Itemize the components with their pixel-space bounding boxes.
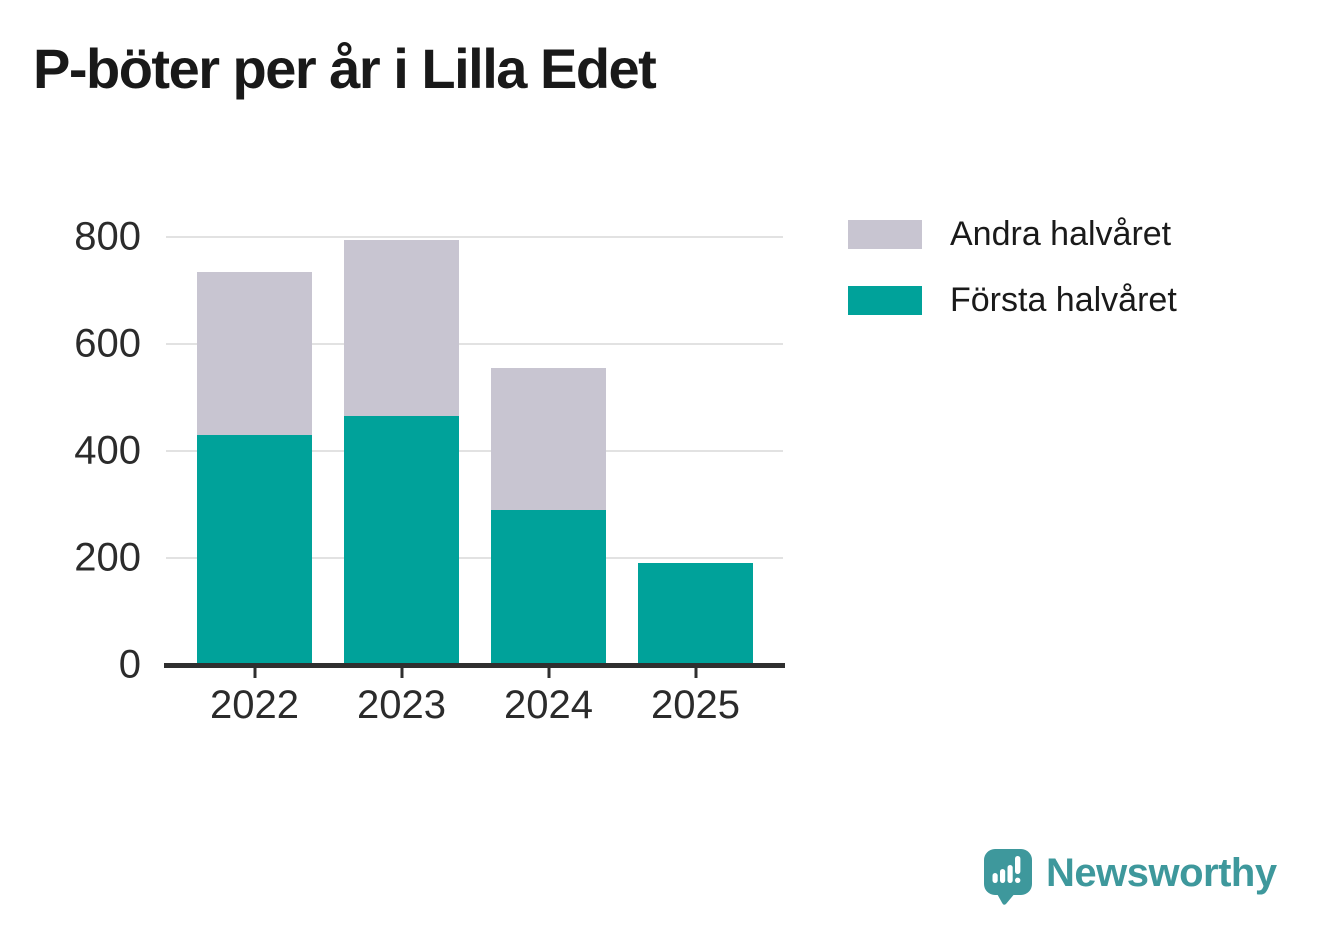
y-tick-label-0: 0 bbox=[118, 642, 141, 687]
bar-2022-f-rsta-halv-ret bbox=[197, 434, 312, 665]
x-tick-2024 bbox=[547, 668, 550, 678]
newsworthy-bubble-chart-icon bbox=[984, 849, 1032, 905]
legend-label: Andra halvåret bbox=[950, 215, 1172, 253]
bar-2025-f-rsta-halv-ret bbox=[638, 563, 753, 665]
y-tick-label-400: 400 bbox=[74, 428, 141, 473]
y-gridline-800 bbox=[166, 236, 783, 238]
y-gridline-200 bbox=[166, 557, 783, 559]
y-tick-label-600: 600 bbox=[74, 321, 141, 366]
bar-2022-andra-halv-ret bbox=[197, 271, 312, 435]
plot-area: 0 200 400 600 800 2022 2023 2024 2025 bbox=[74, 215, 785, 727]
legend-item-forsta-halvaret: Första halvåret bbox=[848, 281, 1177, 320]
x-tick-label-2022: 2022 bbox=[210, 683, 299, 727]
y-gridline-600 bbox=[166, 343, 783, 345]
x-tick-2023 bbox=[400, 668, 403, 678]
y-tick-label-200: 200 bbox=[74, 535, 141, 580]
bar-2024-andra-halv-ret bbox=[491, 368, 606, 510]
x-tick-label-2023: 2023 bbox=[357, 683, 446, 727]
x-tick-2025 bbox=[694, 668, 697, 678]
brand-name: Newsworthy bbox=[1046, 851, 1277, 895]
chart-title: P-böter per år i Lilla Edet bbox=[33, 37, 657, 100]
legend-label: Första halvåret bbox=[950, 281, 1177, 319]
x-tick-2022 bbox=[253, 668, 256, 678]
legend-swatch-andra-halvaret bbox=[848, 220, 922, 249]
legend-swatch-forsta-halvaret bbox=[848, 286, 922, 315]
x-axis-line bbox=[164, 663, 785, 668]
y-tick-label-800: 800 bbox=[74, 214, 141, 259]
bar-2023-andra-halv-ret bbox=[344, 239, 459, 417]
legend: Andra halvåret Första halvåret bbox=[848, 215, 1177, 347]
bar-2023-f-rsta-halv-ret bbox=[344, 416, 459, 665]
newsworthy-logo: Newsworthy bbox=[984, 849, 1277, 906]
bar-2024-f-rsta-halv-ret bbox=[491, 509, 606, 665]
legend-item-andra-halvaret: Andra halvåret bbox=[848, 215, 1177, 254]
x-tick-label-2025: 2025 bbox=[651, 683, 740, 727]
x-tick-label-2024: 2024 bbox=[504, 683, 593, 727]
y-gridline-400 bbox=[166, 450, 783, 452]
